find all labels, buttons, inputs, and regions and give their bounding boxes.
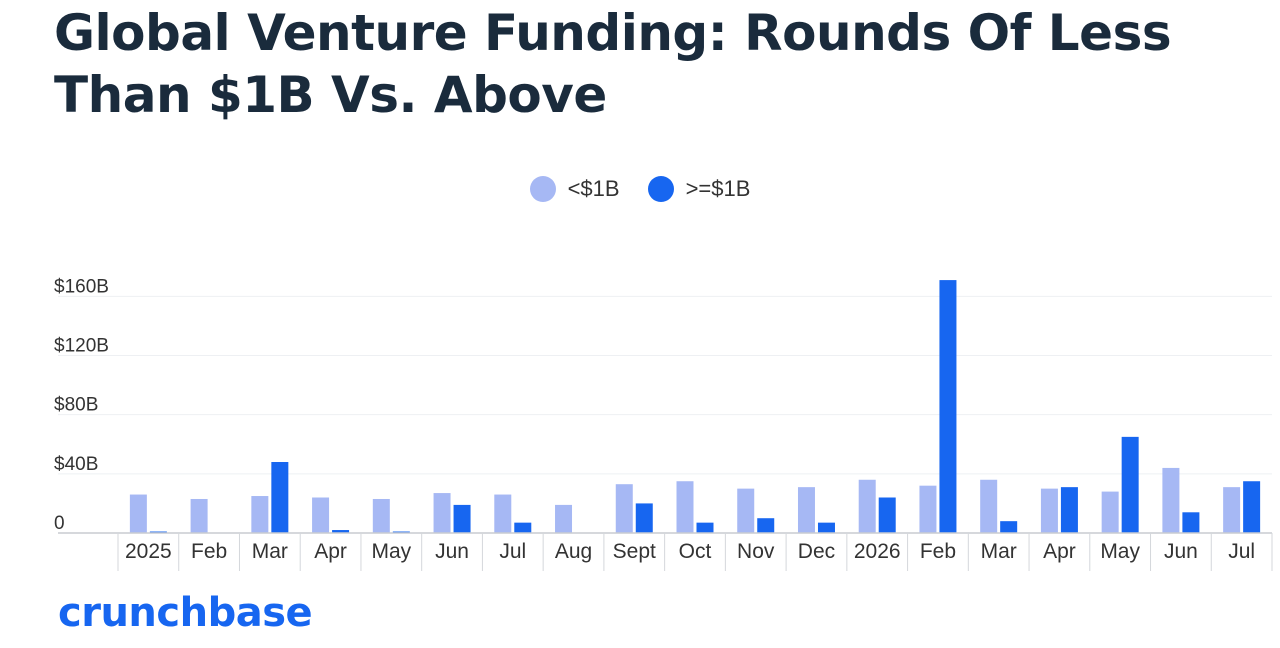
bar-over-1b [453, 504, 471, 533]
bar-over-1b [696, 522, 714, 533]
bar-under-1b [190, 498, 208, 533]
bar-under-1b [615, 484, 633, 533]
x-tick-label: Apr [1043, 540, 1076, 563]
bar-over-1b [817, 522, 835, 533]
x-tick-label: Apr [314, 540, 347, 563]
chart-title: Global Venture Funding: Rounds Of Less T… [54, 4, 1172, 124]
bar-over-1b [757, 518, 775, 533]
chart-legend: <$1B >=$1B [0, 176, 1280, 202]
bar-under-1b [494, 494, 512, 533]
bar-over-1b [1121, 436, 1139, 533]
bar-under-1b [372, 498, 390, 533]
bar-under-1b [555, 504, 573, 533]
bar-under-1b [129, 494, 147, 533]
x-tick-label: Jun [435, 540, 469, 563]
bar-under-1b [1101, 491, 1119, 533]
x-tick-label: Sept [613, 540, 656, 563]
x-tick-label: Jun [1164, 540, 1198, 563]
bar-over-1b [1182, 512, 1200, 533]
x-tick-label: Oct [679, 540, 712, 563]
bar-under-1b [1040, 488, 1058, 533]
x-tick-label: May [371, 540, 411, 563]
x-tick-label: Nov [737, 540, 775, 563]
y-tick-label: 0 [54, 513, 65, 534]
bar-under-1b [1162, 467, 1180, 533]
x-tick-label: Aug [555, 540, 592, 563]
bar-over-1b [1000, 521, 1018, 533]
y-tick-label: $160B [54, 276, 109, 297]
x-tick-label: May [1100, 540, 1140, 563]
x-tick-label: Feb [191, 540, 227, 563]
crunchbase-logo: crunchbase [58, 590, 313, 636]
bar-over-1b [1060, 487, 1078, 533]
y-tick-label: $80B [54, 395, 98, 416]
x-tick-label: Dec [798, 540, 835, 563]
bar-under-1b [919, 485, 937, 533]
x-tick-label: Feb [920, 540, 956, 563]
bar-over-1b [271, 462, 289, 533]
legend-item-under-1b: <$1B [529, 176, 620, 202]
legend-label-over-1b: >=$1B [685, 176, 751, 201]
x-tick-label: 2026 [854, 540, 901, 563]
x-tick-label: 2025 [125, 540, 172, 563]
bar-under-1b [1223, 487, 1241, 533]
bar-over-1b [635, 503, 653, 533]
bar-under-1b [797, 487, 815, 533]
y-tick-label: $40B [54, 454, 98, 475]
bar-over-1b [332, 530, 350, 533]
x-tick-label: Mar [252, 540, 288, 563]
bar-over-1b [514, 522, 532, 533]
bar-under-1b [433, 493, 451, 533]
bar-under-1b [251, 496, 269, 533]
bar-over-1b [939, 280, 957, 533]
x-tick-label: Jul [499, 540, 526, 563]
bar-under-1b [312, 497, 330, 533]
x-tick-label: Jul [1228, 540, 1255, 563]
x-tick-label: Mar [981, 540, 1017, 563]
bar-under-1b [737, 488, 755, 533]
y-tick-label: $120B [54, 336, 109, 357]
bar-under-1b [858, 479, 876, 533]
legend-item-over-1b: >=$1B [647, 176, 751, 202]
legend-swatch-under-1b [529, 176, 556, 202]
legend-swatch-over-1b [647, 176, 674, 202]
bar-under-1b [676, 481, 694, 533]
bar-over-1b [1243, 481, 1261, 533]
legend-label-under-1b: <$1B [567, 176, 620, 201]
bar-over-1b [878, 497, 896, 533]
bar-under-1b [980, 479, 998, 533]
